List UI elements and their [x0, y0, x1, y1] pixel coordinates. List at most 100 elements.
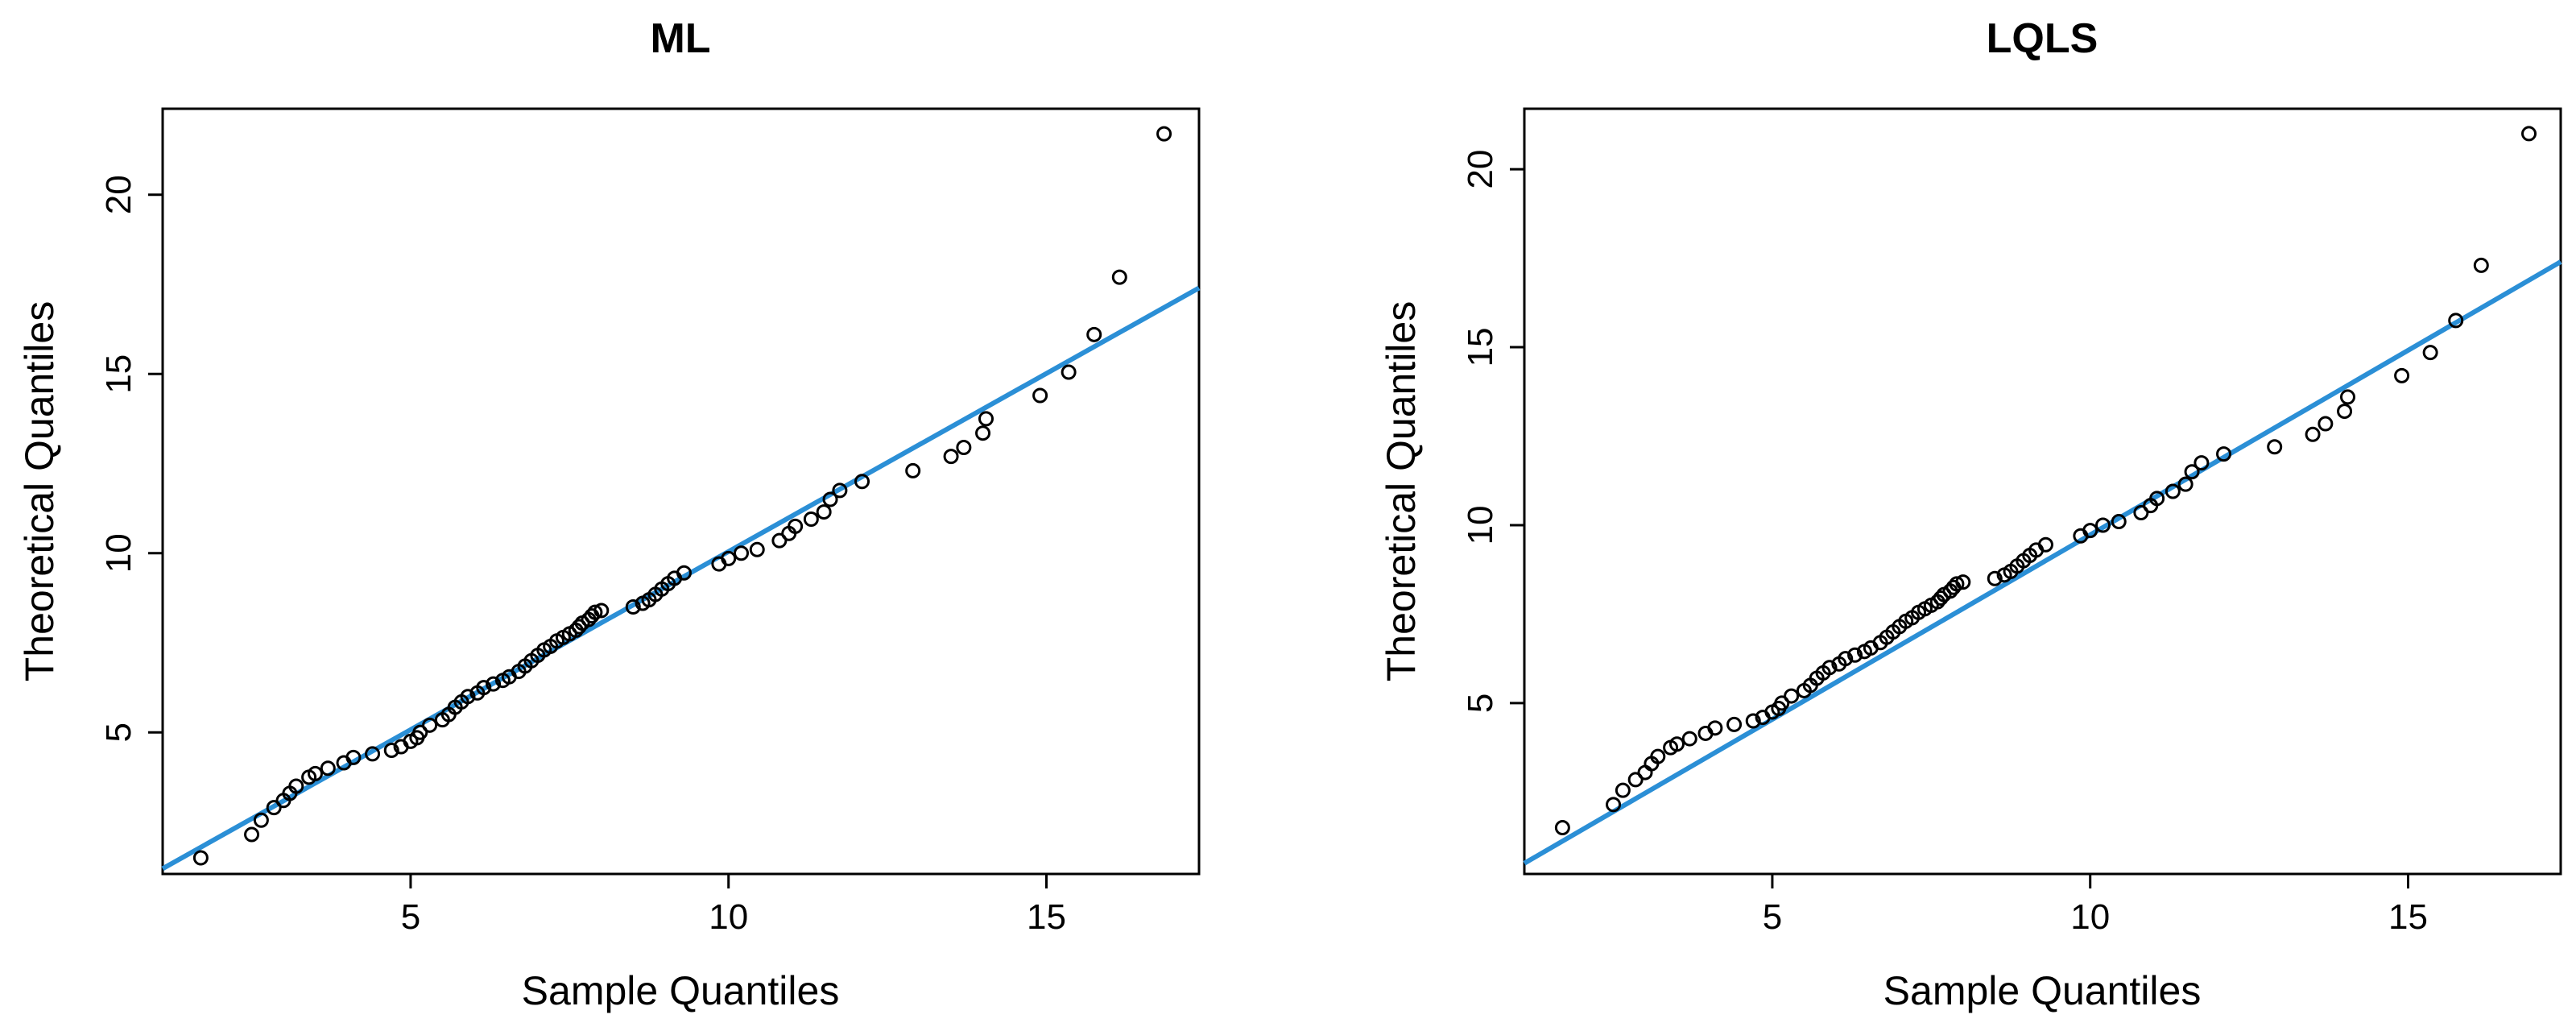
ml-data-point — [365, 746, 381, 762]
lqls-data-point — [2082, 523, 2098, 539]
lqls-x-tick-label: 15 — [2388, 897, 2428, 937]
lqls-x-axis: 5 10 15 — [1763, 874, 2428, 937]
lqls-y-tick-label: 15 — [1461, 328, 1500, 367]
ml-y-axis: 5 10 15 20 — [99, 175, 163, 742]
ml-points-group — [192, 126, 1172, 866]
ml-data-point — [571, 619, 587, 635]
ml-data-point — [822, 491, 838, 507]
lqls-panel: LQLS 5 10 15 5 10 15 20 Sample Quantiles Theo… — [1379, 15, 2562, 1013]
lqls-x-tick-label: 5 — [1763, 897, 1782, 937]
ml-x-tick-label: 10 — [709, 897, 748, 937]
ml-x-axis: 5 10 15 — [401, 874, 1066, 937]
ml-data-point — [244, 826, 260, 843]
lqls-data-point — [2521, 126, 2537, 142]
lqls-data-point — [1933, 590, 1949, 607]
ml-data-point — [943, 449, 959, 465]
lqls-data-point — [2184, 464, 2200, 480]
ml-data-point — [956, 439, 972, 455]
lqls-data-point — [2111, 514, 2127, 530]
ml-data-point — [721, 550, 737, 566]
lqls-data-point — [2473, 257, 2489, 273]
ml-data-point — [266, 800, 282, 816]
lqls-data-point — [2133, 505, 2149, 521]
ml-data-point — [345, 749, 362, 765]
lqls-data-point — [2165, 483, 2181, 499]
lqls-data-point — [2422, 345, 2438, 361]
lqls-data-point — [1745, 713, 1761, 729]
ml-data-point — [854, 474, 870, 490]
lqls-data-point — [2339, 389, 2355, 405]
ml-data-point — [978, 411, 994, 427]
ml-y-tick-label: 10 — [99, 533, 139, 573]
lqls-data-point — [2394, 367, 2410, 383]
ml-chart-title: ML — [650, 15, 710, 62]
lqls-x-tick-label: 10 — [2070, 897, 2110, 937]
lqls-y-axis-label: Theoretical Quantiles — [1379, 301, 1424, 681]
lqls-reference-line — [1523, 259, 2562, 866]
lqls-data-point — [1784, 688, 1800, 704]
lqls-data-point — [1637, 764, 1653, 781]
lqls-y-axis: 5 10 15 20 — [1461, 150, 1524, 713]
lqls-data-point — [1627, 772, 1644, 788]
ml-y-tick-label: 20 — [99, 175, 139, 214]
lqls-data-point — [2448, 313, 2464, 329]
lqls-data-point — [1554, 820, 1570, 836]
ml-data-point — [832, 482, 848, 499]
ml-panel: ML 5 10 15 5 10 15 20 Sample Quantiles Theore… — [17, 15, 1201, 1013]
ml-data-point — [788, 518, 804, 534]
ml-data-point — [1156, 126, 1172, 142]
lqls-data-point — [2037, 536, 2053, 553]
lqls-data-point — [1650, 748, 1666, 764]
lqls-data-point — [2305, 426, 2321, 442]
lqls-data-point — [2267, 439, 2283, 455]
lqls-data-point — [1838, 651, 1854, 667]
ml-y-tick-label: 15 — [99, 354, 139, 394]
lqls-y-tick-label: 10 — [1461, 506, 1500, 545]
lqls-x-axis-label: Sample Quantiles — [1883, 968, 2202, 1013]
lqls-data-point — [1726, 716, 1743, 732]
ml-data-point — [734, 545, 750, 561]
ml-data-point — [816, 504, 832, 520]
ml-data-point — [587, 604, 603, 620]
lqls-data-point — [1606, 797, 1622, 813]
ml-data-point — [307, 765, 323, 781]
lqls-data-point — [2337, 404, 2353, 420]
ml-data-point — [975, 425, 991, 441]
ml-data-point — [192, 850, 209, 866]
lqls-data-point — [1707, 720, 1723, 736]
ml-data-point — [460, 689, 476, 705]
ml-data-point — [1086, 326, 1102, 342]
ml-data-point — [905, 462, 921, 478]
ml-data-point — [253, 812, 269, 828]
ml-data-point — [803, 511, 819, 527]
ml-data-point — [749, 541, 765, 557]
lqls-data-point — [1668, 736, 1685, 752]
lqls-data-point — [1847, 647, 1863, 663]
ml-data-point — [1061, 364, 1077, 380]
ml-data-point — [288, 778, 304, 794]
lqls-y-tick-label: 5 — [1461, 694, 1500, 713]
lqls-data-point — [2194, 455, 2210, 471]
lqls-reference-line-group — [1523, 259, 2562, 866]
lqls-data-point — [2216, 446, 2232, 462]
lqls-plot-frame — [1523, 107, 2562, 876]
lqls-data-point — [1821, 660, 1838, 676]
ml-y-tick-label: 5 — [99, 723, 139, 742]
lqls-data-point — [1615, 782, 1631, 798]
lqls-chart-title: LQLS — [1987, 15, 2098, 62]
lqls-data-point — [2177, 476, 2194, 492]
lqls-points-group — [1554, 126, 2537, 836]
lqls-data-point — [1774, 695, 1790, 711]
ml-data-point — [1032, 387, 1048, 404]
lqls-data-point — [2318, 416, 2334, 432]
ml-data-point — [625, 599, 641, 615]
ml-data-point — [676, 565, 692, 581]
lqls-data-point — [2149, 491, 2165, 507]
lqls-data-point — [2095, 517, 2111, 533]
ml-y-axis-label: Theoretical Quantiles — [17, 301, 62, 681]
ml-data-point — [771, 532, 788, 549]
ml-plot-frame — [161, 107, 1201, 876]
ml-x-tick-label: 5 — [401, 897, 420, 937]
ml-x-axis-label: Sample Quantiles — [522, 968, 840, 1013]
